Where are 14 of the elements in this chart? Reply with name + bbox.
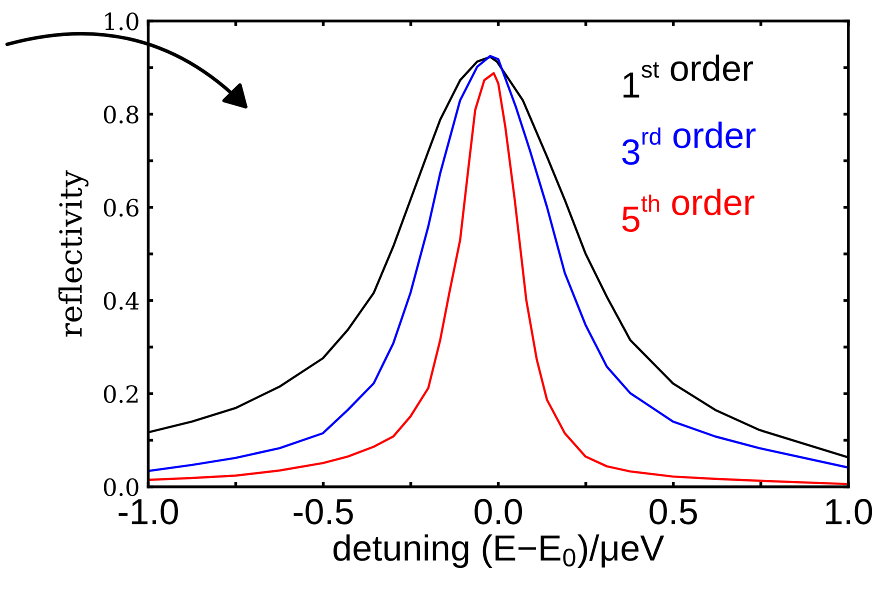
x-tick-label: -0.5 — [294, 498, 353, 524]
x-tick-label: -1.0 — [118, 498, 178, 524]
y-axis-title: reflectivity — [58, 170, 88, 337]
x-tick-label: 1.0 — [826, 498, 872, 524]
text: 5th order — [622, 188, 754, 232]
y-tick-label: 0.4 — [104, 292, 139, 310]
x-tick-label: 0.0 — [474, 498, 522, 524]
x-axis-title: detuning (E−E$_{0}$)/μeV — [334, 534, 664, 568]
y-tick-label: 0.8 — [104, 106, 138, 124]
y-tick-label: 1.0 — [105, 12, 138, 30]
x-tick-label: 0.5 — [650, 498, 697, 524]
y-tick-label: 0.6 — [104, 198, 138, 217]
y-tick-label: 0.0 — [104, 478, 138, 496]
y-tick-label: 0.2 — [104, 385, 138, 403]
